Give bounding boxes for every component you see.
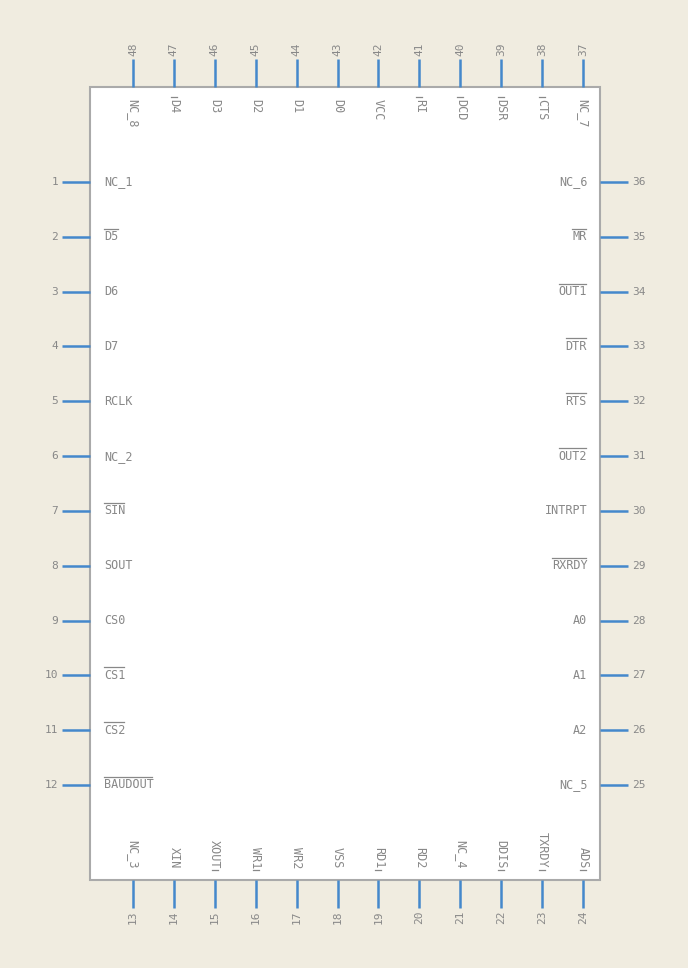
Text: 43: 43 (332, 43, 343, 56)
Text: D6: D6 (104, 286, 118, 298)
Text: NC_3: NC_3 (127, 839, 140, 868)
Text: NC_8: NC_8 (127, 99, 140, 128)
Text: DCD: DCD (454, 99, 466, 120)
Text: 31: 31 (632, 451, 645, 461)
Text: 37: 37 (578, 43, 588, 56)
Text: XOUT: XOUT (208, 839, 222, 868)
Text: 16: 16 (250, 911, 261, 924)
Text: CS1: CS1 (104, 669, 125, 681)
Text: INTRPT: INTRPT (545, 504, 588, 518)
Text: RTS: RTS (566, 395, 587, 408)
Text: BAUDOUT: BAUDOUT (104, 778, 154, 792)
Text: D0: D0 (331, 99, 344, 113)
Text: D3: D3 (208, 99, 222, 113)
Text: NC_6: NC_6 (559, 175, 588, 189)
Text: SIN: SIN (104, 504, 125, 518)
Text: 39: 39 (496, 43, 506, 56)
Text: TXRDY: TXRDY (535, 832, 548, 868)
Text: 15: 15 (210, 911, 220, 924)
Text: RCLK: RCLK (104, 395, 133, 408)
Text: 23: 23 (537, 911, 547, 924)
Text: D4: D4 (167, 99, 180, 113)
Text: 1: 1 (51, 177, 58, 187)
Text: 26: 26 (632, 725, 645, 735)
Bar (90, 87, 600, 880)
Text: D2: D2 (249, 99, 262, 113)
Text: NC_5: NC_5 (559, 778, 588, 792)
Text: 3: 3 (51, 287, 58, 296)
Text: NC_4: NC_4 (454, 839, 466, 868)
Text: 5: 5 (51, 396, 58, 407)
Text: 20: 20 (414, 911, 424, 924)
Text: DTR: DTR (566, 340, 587, 353)
Text: A1: A1 (572, 669, 587, 681)
Text: 30: 30 (632, 506, 645, 516)
Text: 28: 28 (632, 616, 645, 625)
Text: 7: 7 (51, 506, 58, 516)
Text: DDIS: DDIS (495, 839, 508, 868)
Text: OUT1: OUT1 (559, 286, 588, 298)
Text: OUT2: OUT2 (559, 449, 588, 463)
Text: 41: 41 (414, 43, 424, 56)
Text: 27: 27 (632, 671, 645, 681)
Text: NC_1: NC_1 (104, 175, 133, 189)
Text: 32: 32 (632, 396, 645, 407)
Text: 11: 11 (45, 725, 58, 735)
Text: A2: A2 (572, 724, 587, 737)
Text: 47: 47 (169, 43, 179, 56)
Text: WR1: WR1 (249, 847, 262, 868)
Text: 46: 46 (210, 43, 220, 56)
Text: WR2: WR2 (290, 847, 303, 868)
Text: 22: 22 (496, 911, 506, 924)
Text: 40: 40 (455, 43, 465, 56)
Text: 48: 48 (128, 43, 138, 56)
Text: XIN: XIN (167, 847, 180, 868)
Text: MR: MR (572, 230, 587, 243)
Text: 24: 24 (578, 911, 588, 924)
Text: D5: D5 (104, 230, 118, 243)
Text: 34: 34 (632, 287, 645, 296)
Text: 2: 2 (51, 231, 58, 242)
Text: ADS: ADS (577, 847, 590, 868)
Text: 17: 17 (292, 911, 301, 924)
Text: D1: D1 (290, 99, 303, 113)
Text: 21: 21 (455, 911, 465, 924)
Text: 19: 19 (374, 911, 383, 924)
Text: 6: 6 (51, 451, 58, 461)
Text: 13: 13 (128, 911, 138, 924)
Text: A0: A0 (572, 614, 587, 627)
Text: 33: 33 (632, 342, 645, 351)
Text: 29: 29 (632, 560, 645, 571)
Text: 35: 35 (632, 231, 645, 242)
Text: 14: 14 (169, 911, 179, 924)
Text: 8: 8 (51, 560, 58, 571)
Text: D7: D7 (104, 340, 118, 353)
Text: RD1: RD1 (372, 847, 385, 868)
Text: 25: 25 (632, 780, 645, 790)
Text: DSR: DSR (495, 99, 508, 120)
Text: RD2: RD2 (413, 847, 426, 868)
Text: CTS: CTS (535, 99, 548, 120)
Text: 45: 45 (250, 43, 261, 56)
Text: 10: 10 (45, 671, 58, 681)
Text: RXRDY: RXRDY (552, 560, 588, 572)
Text: 18: 18 (332, 911, 343, 924)
Text: SOUT: SOUT (104, 560, 133, 572)
Text: 4: 4 (51, 342, 58, 351)
Text: 12: 12 (45, 780, 58, 790)
Text: 38: 38 (537, 43, 547, 56)
Text: RI: RI (413, 99, 426, 113)
Text: CS2: CS2 (104, 724, 125, 737)
Text: CS0: CS0 (104, 614, 125, 627)
Text: 42: 42 (374, 43, 383, 56)
Text: VCC: VCC (372, 99, 385, 120)
Text: 44: 44 (292, 43, 301, 56)
Text: 36: 36 (632, 177, 645, 187)
Text: NC_7: NC_7 (577, 99, 590, 128)
Text: 9: 9 (51, 616, 58, 625)
Text: NC_2: NC_2 (104, 449, 133, 463)
Text: VSS: VSS (331, 847, 344, 868)
